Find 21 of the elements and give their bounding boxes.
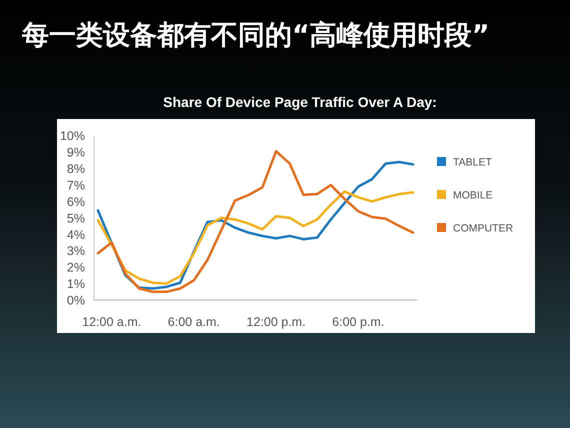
x-tick-label: 12:00 p.m. xyxy=(246,315,306,329)
y-tick-label: 7% xyxy=(66,178,85,192)
y-tick-label: 4% xyxy=(66,228,85,242)
y-tick-label: 1% xyxy=(66,277,85,292)
y-tick-label: 0% xyxy=(66,294,85,308)
legend-label: COMPUTER xyxy=(453,222,514,234)
y-tick-label: 6% xyxy=(66,194,85,209)
y-tick-label: 5% xyxy=(66,211,85,226)
y-tick-label: 2% xyxy=(66,260,85,275)
y-tick-label: 9% xyxy=(66,146,85,160)
chart-title: 每一类设备都有不同的“高峰使用时段” xyxy=(21,20,490,51)
x-tick-label: 12:00 a.m. xyxy=(82,315,142,329)
x-tick-label: 6:00 p.m. xyxy=(332,315,384,329)
y-tick-label: 3% xyxy=(66,244,85,258)
legend-label: TABLET xyxy=(453,156,492,168)
line-series xyxy=(96,190,414,285)
legend-label: MOBILE xyxy=(453,190,493,202)
chart-subtitle: Share Of Device Page Traffic Over A Day: xyxy=(163,94,437,110)
y-tick-label: 8% xyxy=(66,162,85,176)
x-tick-label: 6:00 a.m. xyxy=(168,315,220,329)
y-tick-label: 10% xyxy=(60,129,85,144)
